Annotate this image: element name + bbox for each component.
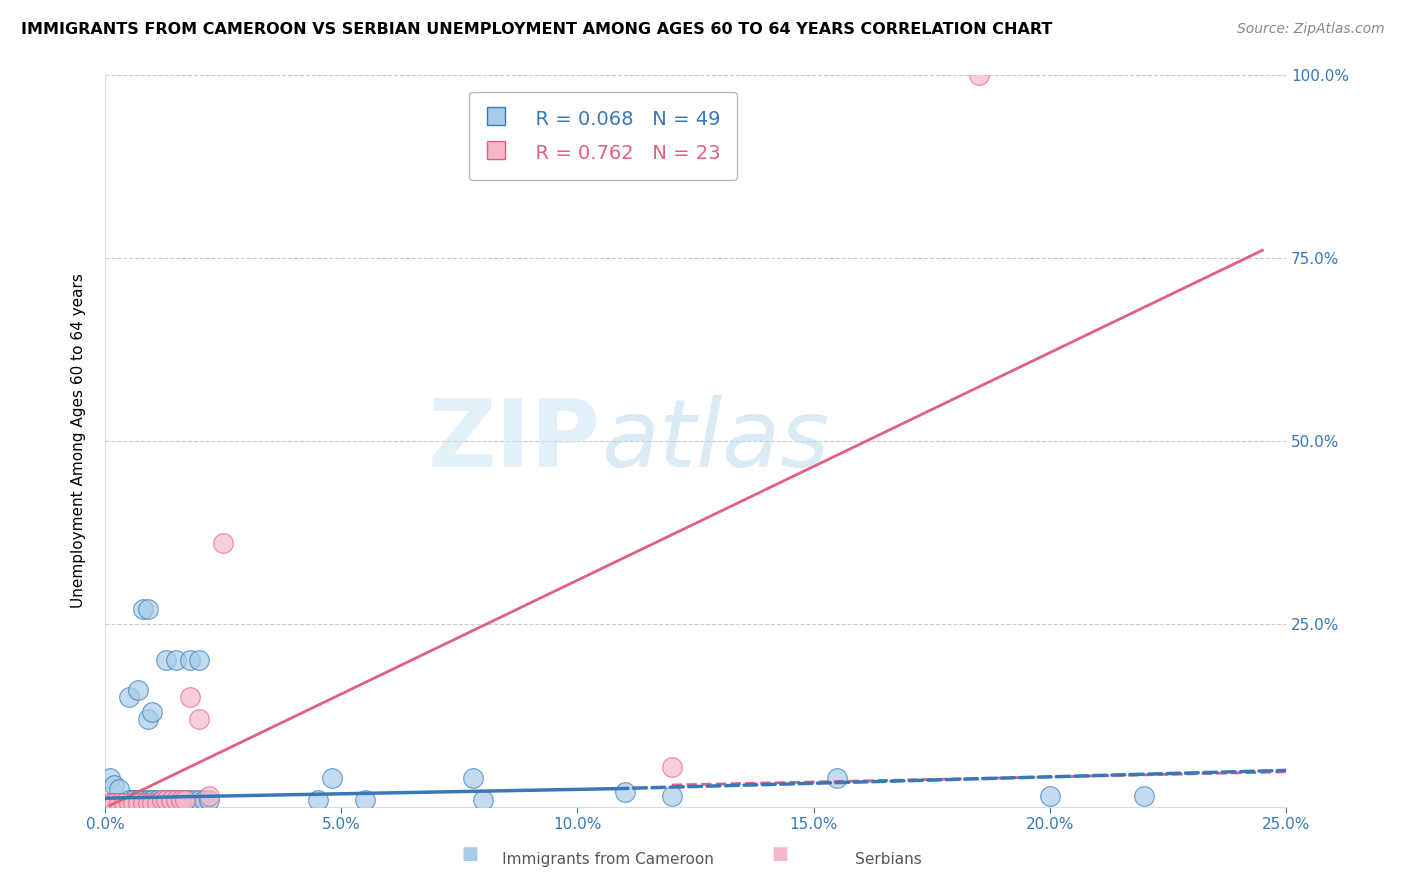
Point [141,792,163,806]
Point [141,705,163,719]
Point [1039,789,1062,803]
Point [471,792,494,806]
Text: ■: ■ [772,846,789,863]
Point [160,792,183,806]
Text: Serbians: Serbians [821,852,922,867]
Point [117,792,139,806]
Point [98,797,121,811]
Y-axis label: Unemployment Among Ages 60 to 64 years: Unemployment Among Ages 60 to 64 years [72,273,86,608]
Point [463,771,485,785]
Point [136,792,159,806]
Point [188,653,211,667]
Point [103,778,125,792]
Point [150,792,173,806]
Point [127,797,149,811]
Text: ZIP: ZIP [427,395,600,487]
Point [179,690,201,705]
Point [661,789,683,803]
Point [307,792,329,806]
Point [179,653,201,667]
Point [212,536,235,550]
Point [321,771,343,785]
Point [169,792,191,806]
Point [188,792,211,806]
Point [160,792,183,806]
Point [184,792,207,806]
Legend:   R = 0.068   N = 49,   R = 0.762   N = 23: R = 0.068 N = 49, R = 0.762 N = 23 [470,92,737,180]
Point [1133,789,1156,803]
Point [179,792,201,806]
Point [127,682,149,697]
Point [165,792,187,806]
Text: ■: ■ [461,846,478,863]
Point [132,792,155,806]
Point [155,653,177,667]
Point [136,797,159,811]
Point [141,792,163,806]
Point [127,792,149,806]
Text: IMMIGRANTS FROM CAMEROON VS SERBIAN UNEMPLOYMENT AMONG AGES 60 TO 64 YEARS CORRE: IMMIGRANTS FROM CAMEROON VS SERBIAN UNEM… [21,22,1053,37]
Point [98,797,121,811]
Point [108,797,131,811]
Text: Immigrants from Cameroon: Immigrants from Cameroon [468,852,713,867]
Point [122,797,145,811]
Point [193,792,215,806]
Point [967,68,990,82]
Point [353,792,375,806]
Point [155,792,177,806]
Point [136,712,159,726]
Point [169,792,191,806]
Point [112,797,135,811]
Point [117,797,139,811]
Point [132,797,155,811]
Point [146,792,169,806]
Text: Source: ZipAtlas.com: Source: ZipAtlas.com [1237,22,1385,37]
Point [165,653,187,667]
Point [132,602,155,616]
Point [103,797,125,811]
Point [108,797,131,811]
Point [174,792,197,806]
Point [117,690,139,705]
Point [122,792,145,806]
Point [174,792,197,806]
Point [103,797,125,811]
Point [98,771,121,785]
Point [141,797,163,811]
Point [613,785,636,799]
Point [155,792,177,806]
Point [188,712,211,726]
Point [127,792,149,806]
Point [198,792,221,806]
Point [122,792,145,806]
Point [146,797,169,811]
Text: atlas: atlas [600,395,830,486]
Point [150,792,173,806]
Point [661,760,683,774]
Point [117,797,139,811]
Point [136,602,159,616]
Point [108,781,131,796]
Point [198,789,221,803]
Point [825,771,848,785]
Point [112,797,135,811]
Point [165,792,187,806]
